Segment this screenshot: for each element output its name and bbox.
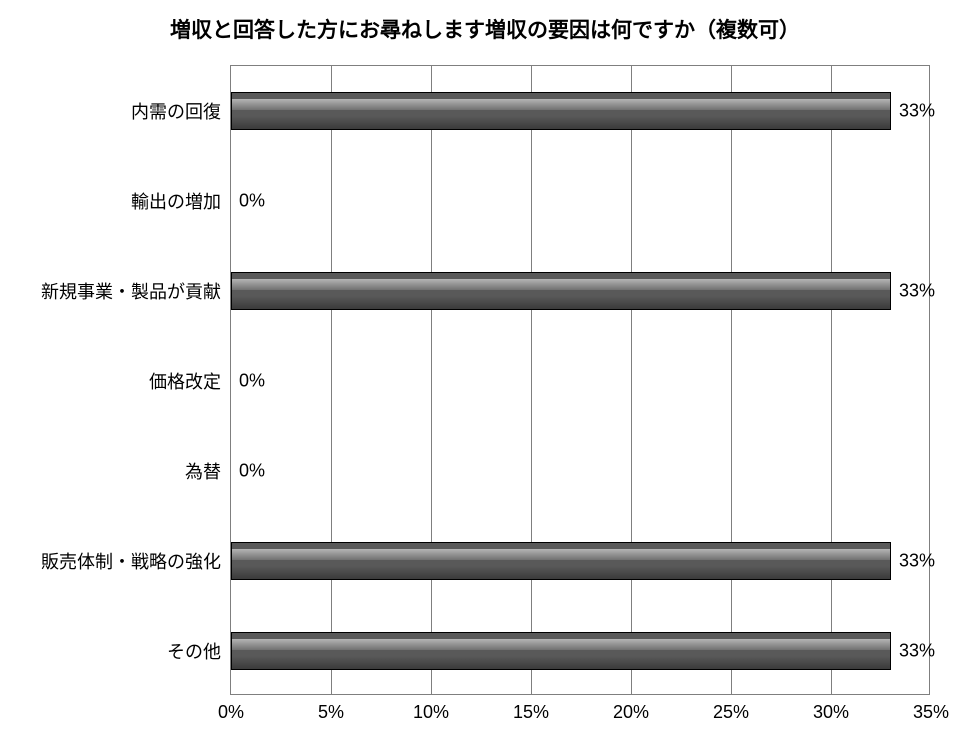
x-tick-label: 5% xyxy=(318,702,344,723)
data-label: 0% xyxy=(239,191,265,212)
bar xyxy=(231,92,891,130)
data-label: 33% xyxy=(899,101,935,122)
x-tick-label: 20% xyxy=(613,702,649,723)
data-label: 33% xyxy=(899,551,935,572)
plot-area: 0%5%10%15%20%25%30%35%内需の回復33%輸出の増加0%新規事… xyxy=(230,65,930,695)
gridline xyxy=(731,66,732,694)
category-label: 価格改定 xyxy=(149,368,221,394)
chart-container: 増収と回答した方にお尋ねします増収の要因は何ですか（複数可） 0%5%10%15… xyxy=(0,0,970,752)
data-label: 0% xyxy=(239,371,265,392)
bar xyxy=(231,272,891,310)
bar xyxy=(231,542,891,580)
category-label: 新規事業・製品が貢献 xyxy=(41,278,221,304)
gridline xyxy=(831,66,832,694)
data-label: 33% xyxy=(899,641,935,662)
bar xyxy=(231,632,891,670)
category-label: その他 xyxy=(167,638,221,664)
category-label: 輸出の増加 xyxy=(131,188,221,214)
data-label: 33% xyxy=(899,281,935,302)
x-tick-label: 25% xyxy=(713,702,749,723)
x-tick-label: 30% xyxy=(813,702,849,723)
gridline xyxy=(331,66,332,694)
x-tick-label: 15% xyxy=(513,702,549,723)
x-tick-label: 10% xyxy=(413,702,449,723)
gridline xyxy=(431,66,432,694)
gridline xyxy=(631,66,632,694)
data-label: 0% xyxy=(239,461,265,482)
x-tick-label: 35% xyxy=(913,702,949,723)
x-tick-label: 0% xyxy=(218,702,244,723)
category-label: 内需の回復 xyxy=(131,98,221,124)
category-label: 販売体制・戦略の強化 xyxy=(41,548,221,574)
category-label: 為替 xyxy=(185,458,221,484)
chart-title: 増収と回答した方にお尋ねします増収の要因は何ですか（複数可） xyxy=(0,14,970,44)
gridline xyxy=(531,66,532,694)
